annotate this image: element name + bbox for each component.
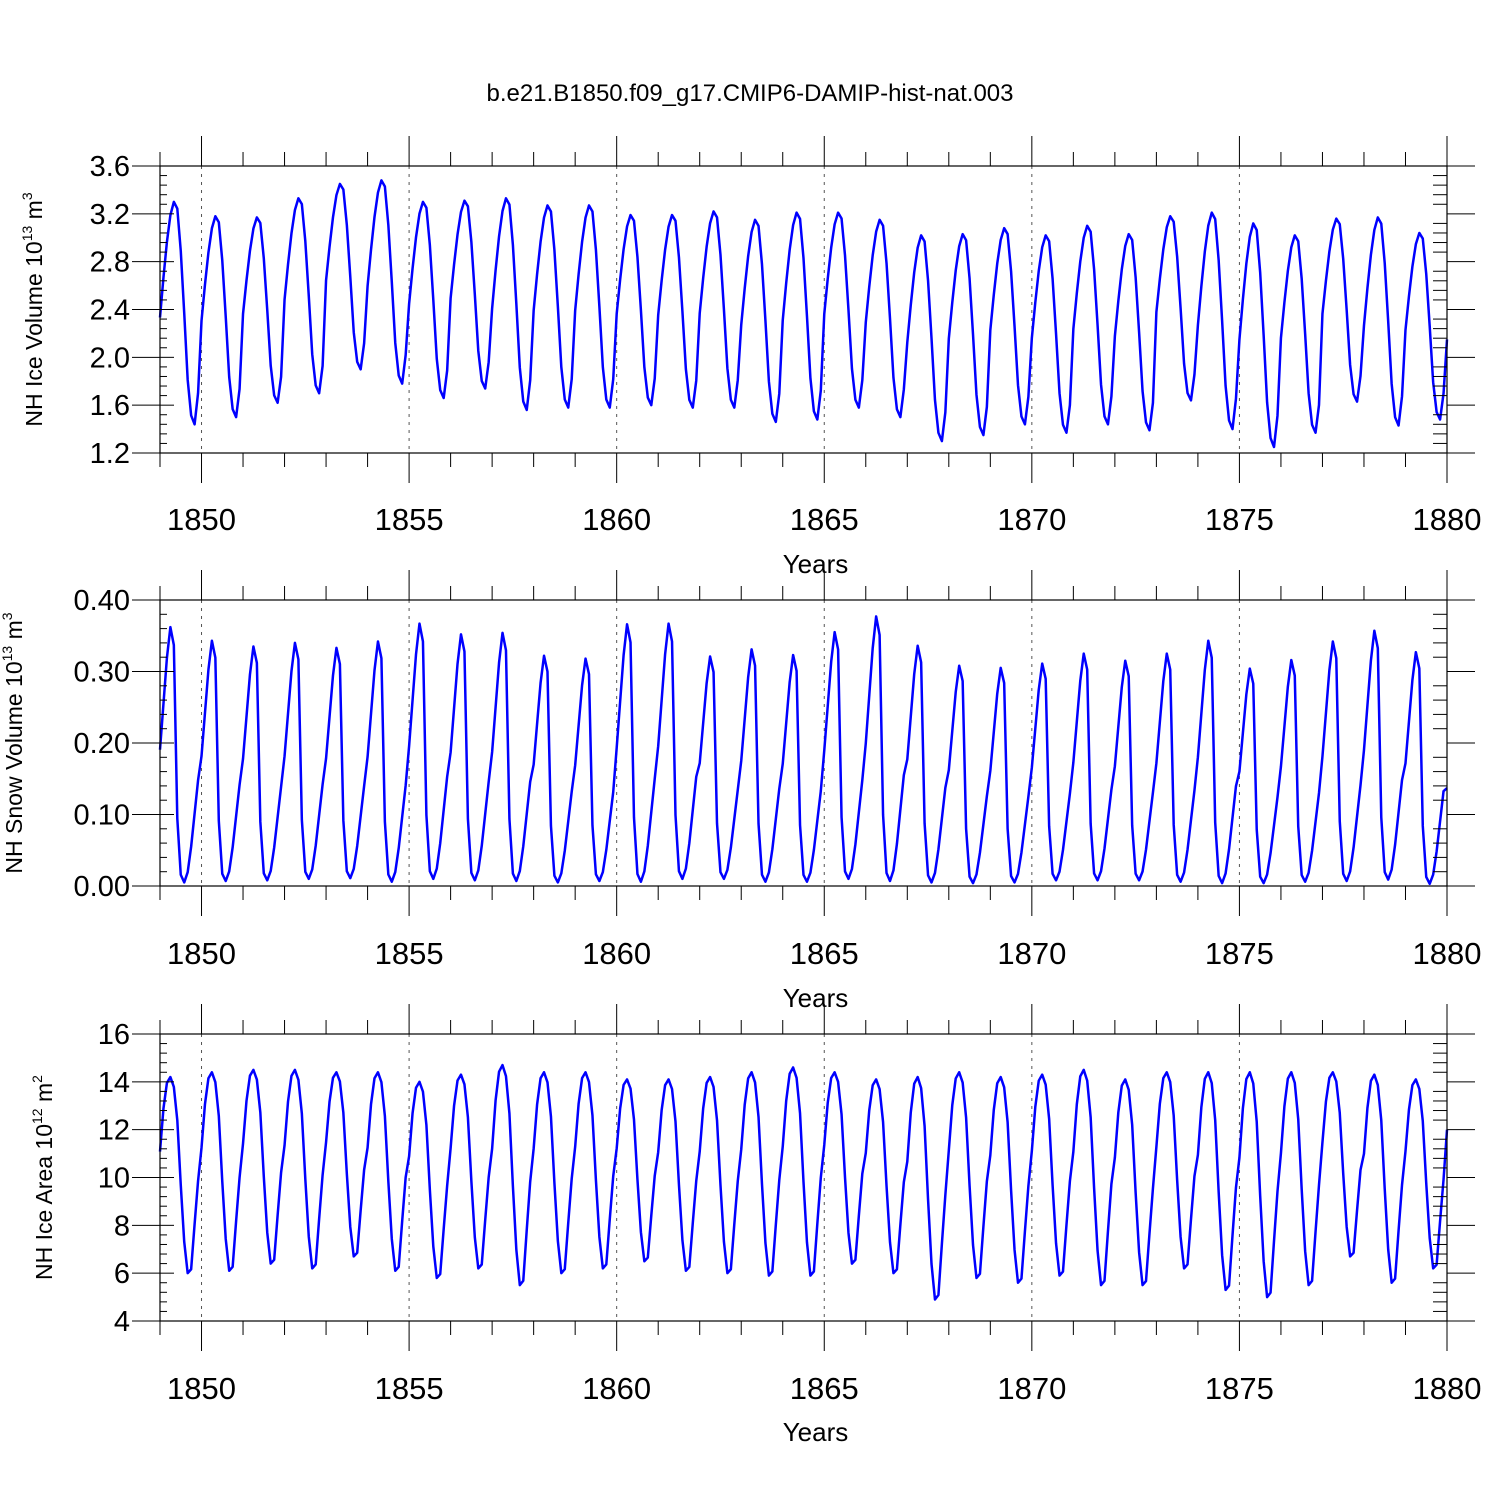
y-tick-label: 3.2	[90, 199, 130, 231]
y-axis-label: NH Snow Volume 1013 m3	[0, 612, 27, 873]
series-line-ice-area	[158, 1063, 1449, 1301]
x-tick-label: 1875	[1205, 1371, 1274, 1406]
y-axis-label: NH Ice Area 1012 m2	[29, 1075, 57, 1280]
x-tick-label: 1870	[997, 502, 1066, 537]
x-tick-label: 1860	[582, 502, 651, 537]
y-axis-label: NH Ice Volume 1013 m3	[19, 192, 47, 427]
x-axis-label: Years	[783, 983, 849, 1013]
x-axis-label: Years	[783, 549, 849, 579]
y-tick-label: 0.30	[74, 657, 130, 689]
x-tick-label: 1865	[790, 936, 859, 971]
x-tick-label: 1880	[1413, 1371, 1482, 1406]
x-tick-label: 1870	[997, 936, 1066, 971]
x-tick-label: 1855	[375, 1371, 444, 1406]
y-tick-label: 1.6	[90, 390, 130, 422]
x-tick-label: 1865	[790, 502, 859, 537]
panel-snow-volume: 1850 1855 1860 1865 1870 1875 1880 Years 0.00 0.1…	[0, 570, 1481, 1013]
x-tick-label: 1870	[997, 1371, 1066, 1406]
series-line-ice-volume	[158, 179, 1449, 449]
figure-title: b.e21.B1850.f09_g17.CMIP6-DAMIP-hist-nat…	[487, 80, 1014, 107]
y-tick-label: 12	[98, 1115, 130, 1147]
x-tick-label: 1875	[1205, 502, 1274, 537]
y-tick-label: 10	[98, 1163, 130, 1195]
y-tick-label: 2.0	[90, 342, 130, 374]
y-tick-label: 1.2	[90, 438, 130, 470]
x-tick-label: 1860	[582, 936, 651, 971]
panel-ice-volume: 1850 1855 1860 1865 1870 1875 1880 Years 1.2 1.6 2…	[19, 136, 1481, 579]
series-line-snow-volume	[158, 615, 1448, 886]
panel-ice-area: 1850 1855 1860 1865 1870 1875 1880 Years 4 6 8 10 12…	[29, 1004, 1481, 1447]
y-tick-label: 2.8	[90, 247, 130, 279]
x-tick-label: 1850	[167, 936, 236, 971]
y-tick-label: 16	[98, 1019, 130, 1051]
x-tick-label: 1855	[375, 936, 444, 971]
y-tick-label: 8	[114, 1210, 130, 1242]
y-tick-label: 0.00	[74, 871, 130, 903]
x-tick-label: 1880	[1413, 936, 1482, 971]
y-tick-label: 0.10	[74, 800, 130, 832]
y-tick-label: 2.4	[90, 295, 130, 327]
x-tick-label: 1850	[167, 502, 236, 537]
x-tick-label: 1865	[790, 1371, 859, 1406]
y-tick-label: 0.20	[74, 728, 130, 760]
x-tick-label: 1880	[1413, 502, 1482, 537]
x-tick-label: 1855	[375, 502, 444, 537]
x-tick-label: 1875	[1205, 936, 1274, 971]
y-tick-label: 4	[114, 1306, 130, 1338]
y-tick-label: 6	[114, 1258, 130, 1290]
y-tick-label: 14	[98, 1067, 130, 1099]
x-tick-label: 1850	[167, 1371, 236, 1406]
x-tick-label: 1860	[582, 1371, 651, 1406]
y-tick-label: 3.6	[90, 151, 130, 183]
y-tick-label: 0.40	[74, 585, 130, 617]
x-axis-label: Years	[783, 1417, 849, 1447]
